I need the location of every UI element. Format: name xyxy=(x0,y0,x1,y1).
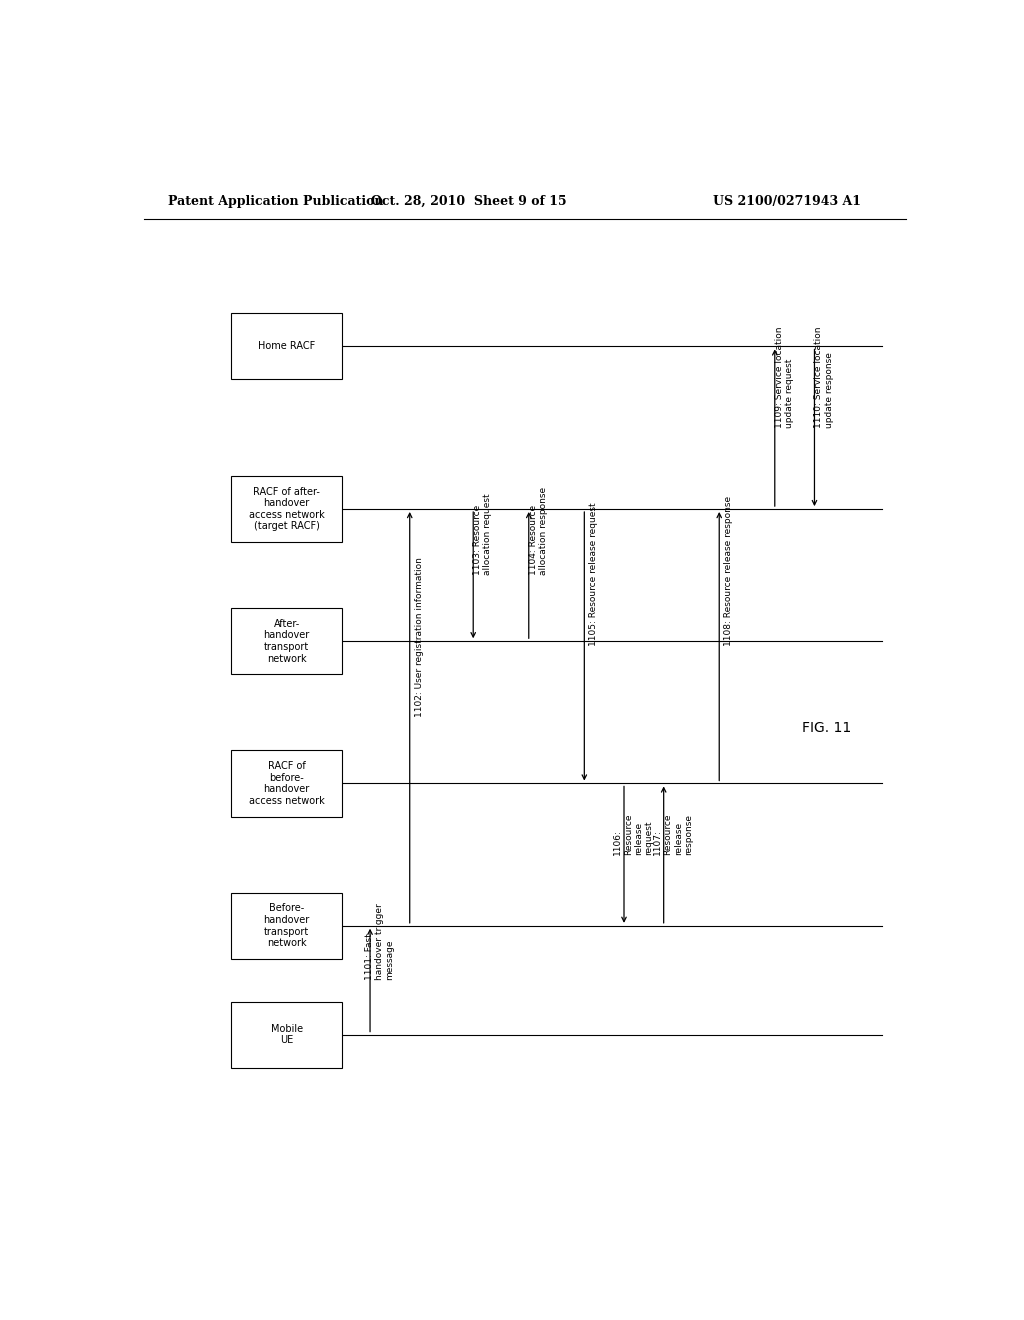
Text: 1106:
Resource
release
request: 1106: Resource release request xyxy=(613,813,653,854)
Text: After-
handover
transport
network: After- handover transport network xyxy=(263,619,310,664)
Text: Patent Application Publication: Patent Application Publication xyxy=(168,194,383,207)
Bar xyxy=(231,1002,342,1068)
Text: 1109: Service location
update request: 1109: Service location update request xyxy=(774,326,794,428)
Text: Mobile
UE: Mobile UE xyxy=(270,1024,303,1045)
Bar xyxy=(231,609,342,675)
Text: US 2100/0271943 A1: US 2100/0271943 A1 xyxy=(713,194,861,207)
Text: FIG. 11: FIG. 11 xyxy=(802,721,851,735)
Text: Oct. 28, 2010  Sheet 9 of 15: Oct. 28, 2010 Sheet 9 of 15 xyxy=(372,194,567,207)
Bar xyxy=(231,477,342,543)
Text: 1107:
Resource
release
response: 1107: Resource release response xyxy=(653,813,693,854)
Text: 1105: Resource release request: 1105: Resource release request xyxy=(590,503,598,647)
Text: 1101: Fast
handover trigger
message: 1101: Fast handover trigger message xyxy=(365,903,394,981)
Bar xyxy=(231,313,342,379)
Text: 1103: Resource
allocation request: 1103: Resource allocation request xyxy=(473,494,493,576)
Bar xyxy=(231,751,342,817)
Bar xyxy=(231,892,342,958)
Text: 1108: Resource release response: 1108: Resource release response xyxy=(724,496,733,647)
Text: Before-
handover
transport
network: Before- handover transport network xyxy=(263,903,310,948)
Text: 1104: Resource
allocation response: 1104: Resource allocation response xyxy=(528,487,548,576)
Text: 1102: User registration information: 1102: User registration information xyxy=(415,557,424,718)
Text: RACF of
before-
handover
access network: RACF of before- handover access network xyxy=(249,762,325,807)
Text: 1110: Service location
update response: 1110: Service location update response xyxy=(814,326,834,428)
Text: Home RACF: Home RACF xyxy=(258,342,315,351)
Text: RACF of after-
handover
access network
(target RACF): RACF of after- handover access network (… xyxy=(249,487,325,532)
